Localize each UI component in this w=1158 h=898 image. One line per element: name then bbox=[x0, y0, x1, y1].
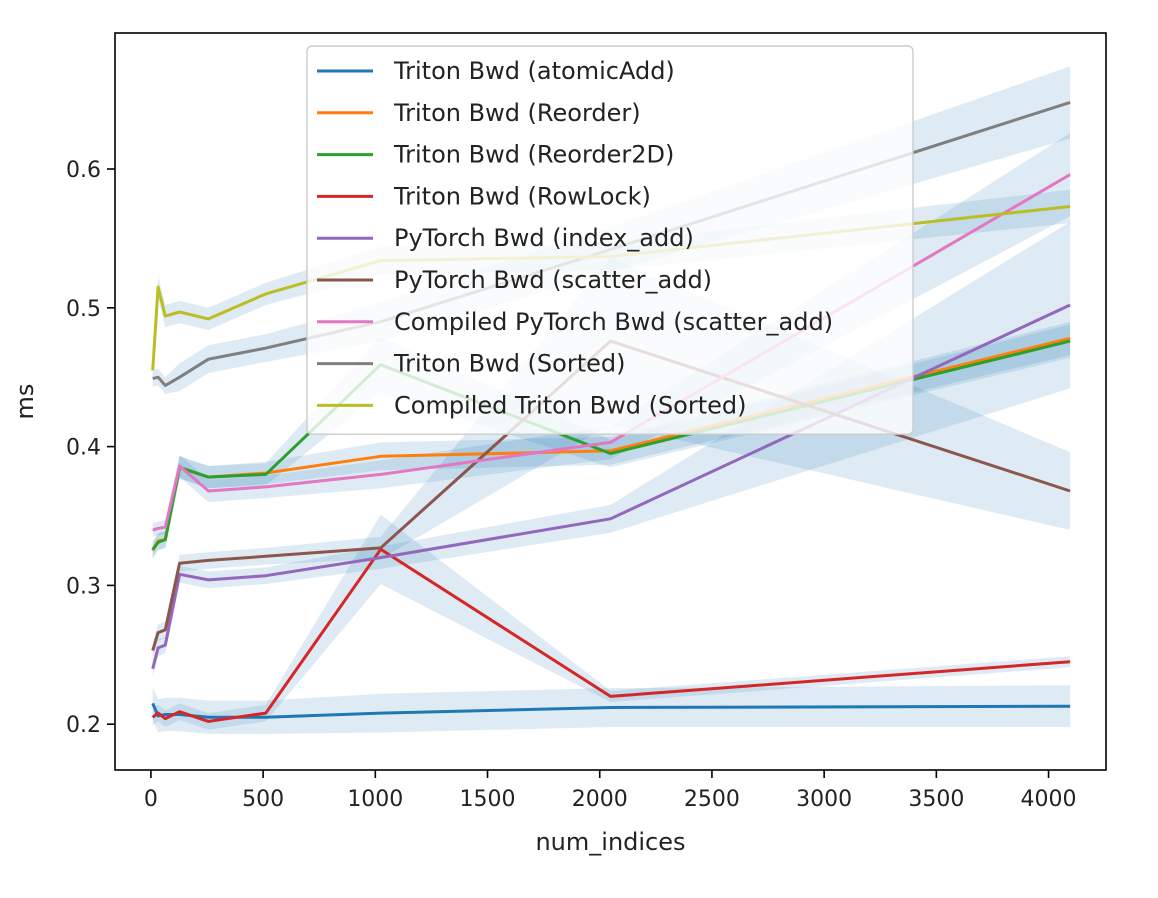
x-tick-label: 4000 bbox=[1021, 787, 1077, 812]
legend-entry-5: PyTorch Bwd (scatter_add) bbox=[394, 266, 712, 294]
legend-entry-1: Triton Bwd (Reorder) bbox=[393, 99, 641, 127]
legend-entry-6: Compiled PyTorch Bwd (scatter_add) bbox=[394, 308, 833, 336]
legend-entry-4: PyTorch Bwd (index_add) bbox=[394, 224, 694, 252]
legend-entry-0: Triton Bwd (atomicAdd) bbox=[393, 57, 675, 85]
series-line-3 bbox=[151, 547, 1071, 723]
series-band-4 bbox=[152, 221, 1071, 678]
legend-box bbox=[306, 45, 914, 435]
x-tick-label: 1500 bbox=[460, 787, 516, 812]
legend-entry-2: Triton Bwd (Reorder2D) bbox=[393, 141, 674, 169]
y-tick-label: 0.6 bbox=[66, 158, 101, 183]
y-axis-ticks: 0.2 0.3 0.4 0.5 0.6 bbox=[66, 158, 115, 738]
y-tick-label: 0.5 bbox=[66, 297, 101, 322]
y-tick-label: 0.3 bbox=[66, 574, 101, 599]
y-axis-label: ms bbox=[11, 384, 39, 420]
legend-entry-7: Triton Bwd (Sorted) bbox=[393, 350, 625, 378]
x-tick-label: 1000 bbox=[347, 787, 403, 812]
x-axis-ticks: 0 500 1000 1500 2000 2500 3000 3500 4000 bbox=[144, 770, 1077, 812]
series-line-4 bbox=[151, 303, 1071, 670]
legend-entry-3: Triton Bwd (RowLock) bbox=[393, 182, 651, 210]
x-tick-label: 500 bbox=[242, 787, 284, 812]
x-tick-label: 0 bbox=[144, 787, 158, 812]
y-tick-label: 0.2 bbox=[66, 713, 101, 738]
series-band-3 bbox=[152, 514, 1071, 730]
series-line-6 bbox=[152, 173, 1071, 532]
y-tick-label: 0.4 bbox=[66, 436, 101, 461]
series-band-6 bbox=[152, 132, 1071, 537]
plot-area-frame bbox=[114, 32, 1107, 771]
legend-entry-8: Compiled Triton Bwd (Sorted) bbox=[394, 391, 747, 419]
x-tick-label: 2000 bbox=[572, 787, 628, 812]
x-tick-label: 3000 bbox=[796, 787, 852, 812]
x-tick-label: 2500 bbox=[684, 787, 740, 812]
series-band-0 bbox=[152, 685, 1071, 734]
x-axis-label: num_indices bbox=[535, 828, 685, 856]
x-tick-label: 3500 bbox=[908, 787, 964, 812]
legend: Triton Bwd (atomicAdd) Triton Bwd (Reorde… bbox=[306, 45, 914, 435]
